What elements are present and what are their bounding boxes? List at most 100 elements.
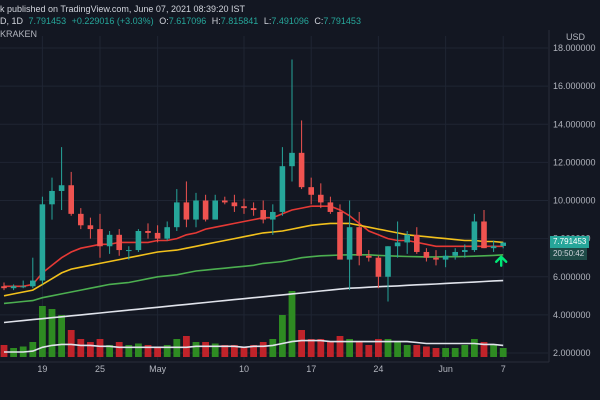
chart-header: k published on TradingView.com, June 07,… (0, 0, 600, 39)
volume-bar (432, 348, 440, 357)
candle-body (289, 152, 295, 167)
candle-body (126, 250, 132, 252)
volume-bar (240, 346, 248, 357)
last-price: 7.791453 (28, 16, 67, 26)
candle-body (298, 152, 305, 188)
last-price-tag: 7.791453 (550, 235, 590, 248)
moving-average-line (4, 339, 504, 353)
volume-bar (269, 339, 277, 357)
candle-body (231, 202, 238, 207)
volume-bar (327, 342, 334, 357)
time-tick-label: 24 (373, 364, 383, 374)
publish-info: k published on TradingView.com, June 07,… (0, 3, 248, 15)
time-axis[interactable]: 19 25 May 10 17 24 Jun 7 (0, 361, 549, 374)
candle-body (68, 185, 74, 214)
candle-body (385, 246, 391, 277)
time-tick-label: 19 (37, 364, 47, 374)
candle-body (270, 211, 276, 220)
volume-bar (39, 306, 46, 357)
bar-countdown-value: 20:50:42 (553, 248, 585, 258)
price-tick-label: 16.000000 (553, 81, 596, 91)
volume-bar (125, 345, 133, 357)
volume-bar (471, 339, 478, 357)
candle-body (116, 234, 122, 251)
volume-bar (67, 330, 75, 357)
time-tick-label: 10 (239, 364, 249, 374)
candle-body (106, 234, 113, 247)
price-tick-label: 12.000000 (553, 157, 596, 167)
candle-body (212, 200, 218, 220)
volume-bar (221, 345, 229, 357)
publish-text: k published on TradingView.com, June 07,… (0, 4, 245, 14)
moving-average-line (3, 222, 504, 297)
open-label: O: (159, 16, 169, 26)
exchange-label: KRAKEN (0, 28, 40, 40)
open-value: 7.617096 (168, 16, 207, 26)
volume-bar (413, 345, 421, 357)
volume-bar (499, 348, 507, 357)
price-change: +0.229016 (+3.03%) (71, 16, 154, 26)
volume-bar (48, 309, 56, 357)
volume-bar (307, 339, 315, 357)
candle-body (442, 255, 449, 260)
candle-body (318, 194, 324, 203)
volume-bar (365, 345, 373, 357)
candle-body (279, 166, 286, 212)
moving-average-lines (3, 205, 504, 353)
candle-body (97, 229, 103, 247)
candle-body (49, 190, 55, 205)
candle-body (394, 242, 401, 247)
candle-body (78, 213, 84, 226)
volume-bar (317, 339, 325, 357)
volume-bar (451, 348, 459, 357)
candle-body (414, 234, 420, 252)
candle-body (260, 210, 266, 220)
candle-body (250, 208, 257, 211)
candle-body (202, 200, 209, 220)
candle-body (327, 202, 334, 212)
volume-bar (29, 342, 37, 357)
candle-body (433, 257, 439, 260)
candle-body (154, 232, 161, 239)
candlesticks (1, 59, 506, 302)
volume-bar (211, 343, 219, 357)
grid-lines (0, 36, 548, 360)
volume-bar (135, 343, 142, 357)
price-tick-label: 4.000000 (553, 310, 591, 320)
candle-body (490, 246, 497, 249)
volume-bar (423, 346, 430, 357)
low-label: L: (263, 16, 272, 26)
volume-bar (250, 345, 257, 357)
candle-body (222, 200, 228, 203)
close-value: 7.791453 (323, 16, 361, 26)
candle-body (346, 227, 353, 260)
volume-bar (375, 339, 382, 357)
time-tick-label: Jun (438, 364, 453, 374)
volume-bar (403, 345, 411, 357)
up-arrow-icon (495, 255, 508, 267)
volume-bar (288, 291, 296, 357)
time-tick-label: May (149, 364, 167, 374)
volume-bar (231, 345, 238, 357)
volume-bar (106, 345, 113, 357)
candle-body (174, 202, 180, 228)
volume-bar (336, 336, 344, 357)
volume-bar (442, 348, 449, 357)
candle-body (20, 286, 26, 288)
candle-body (375, 257, 382, 277)
candle-body (241, 206, 247, 209)
last-price-tag-value: 7.791453 (553, 236, 587, 246)
high-label: H: (211, 16, 221, 26)
volume-bar (87, 342, 94, 357)
volume-bar (0, 345, 8, 357)
moving-average-line (4, 205, 504, 288)
symbol-interval: D, 1D (0, 16, 24, 26)
volume-bar (154, 346, 161, 357)
volume-bar (163, 345, 171, 357)
candle-body (404, 234, 410, 243)
price-tick-label: 10.000000 (553, 196, 596, 206)
candle-body (452, 251, 458, 256)
candle-body (462, 250, 468, 252)
